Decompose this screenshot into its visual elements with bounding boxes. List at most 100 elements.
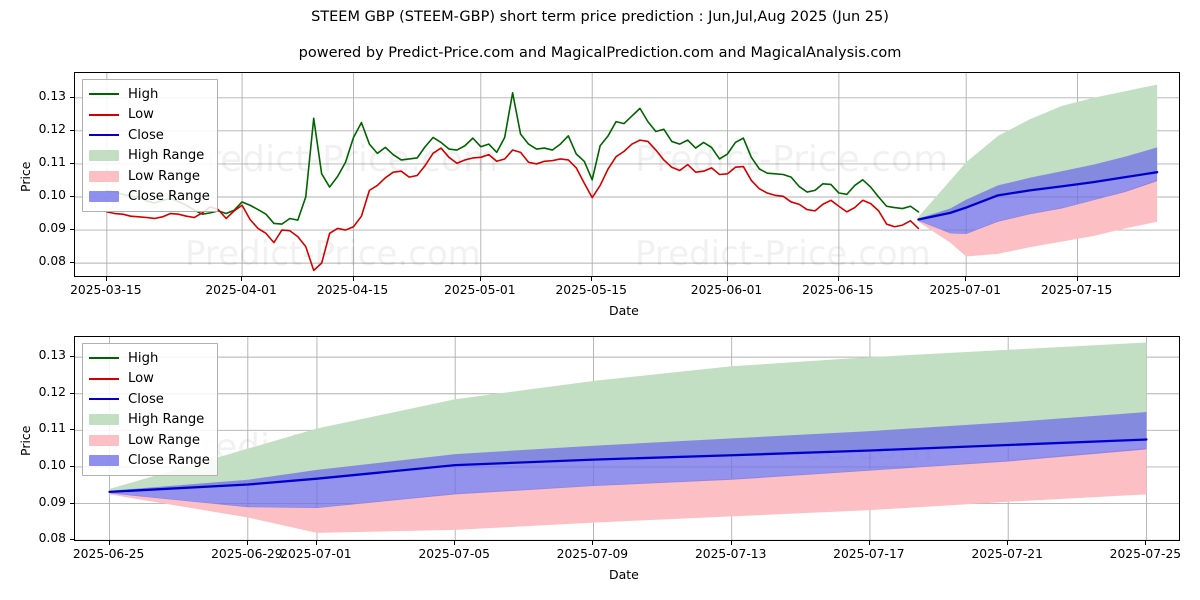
overview-legend-label: Low — [128, 107, 154, 123]
y-tick-label: 0.11 — [38, 154, 66, 169]
y-tick-mark — [70, 356, 74, 358]
legend-swatch-patch-icon — [89, 150, 119, 162]
x-tick-mark — [479, 277, 481, 281]
close-series-line — [108, 438, 1148, 493]
x-tick-label: 2025-07-09 — [556, 547, 629, 561]
legend-swatch-patch-icon — [89, 434, 119, 446]
forecast-legend-item: Low — [89, 369, 210, 390]
low-series-line — [106, 139, 920, 272]
forecast-legend-label: High Range — [128, 412, 205, 428]
x-tick-label: 2025-07-25 — [1109, 547, 1182, 561]
close-range-band — [918, 147, 1158, 235]
x-tick-mark — [108, 541, 110, 545]
legend-swatch-line-icon — [89, 113, 119, 116]
forecast-legend-item: Close Range — [89, 451, 210, 472]
x-tick-label: 2025-07-01 — [929, 283, 1001, 297]
overview-legend-label: Close Range — [128, 189, 210, 205]
x-tick-mark — [726, 277, 728, 281]
watermark-text: Predict-Price.com — [635, 234, 931, 274]
x-tick-mark — [1145, 541, 1147, 545]
y-tick-label: 0.09 — [38, 221, 66, 236]
y-tick-mark — [70, 262, 74, 264]
overview-legend-label: Close — [128, 127, 164, 143]
x-tick-mark — [241, 277, 243, 281]
x-tick-label: 2025-05-15 — [555, 283, 627, 297]
x-tick-mark — [1076, 277, 1078, 281]
x-tick-mark — [591, 277, 593, 281]
x-tick-label: 2025-06-25 — [72, 547, 145, 561]
overview-legend: High Low Close High Range Low Range Close Ran… — [82, 79, 218, 212]
x-tick-label: 2025-06-29 — [211, 547, 283, 561]
y-tick-mark — [70, 392, 74, 394]
y-tick-label: 0.13 — [38, 88, 66, 103]
page-title: STEEM GBP (STEEM-GBP) short term price p… — [311, 9, 889, 25]
x-tick-mark — [454, 541, 456, 545]
y-tick-mark — [70, 539, 74, 541]
x-tick-mark — [965, 277, 967, 281]
legend-swatch-line-icon — [89, 377, 119, 380]
x-tick-label: 2025-07-21 — [971, 547, 1043, 561]
page-subtitle: powered by Predict-Price.com and Magical… — [298, 45, 902, 61]
high-range-band — [109, 342, 1147, 492]
y-tick-label: 0.12 — [38, 384, 66, 399]
forecast-legend-label: Low — [128, 371, 154, 387]
x-tick-label: 2025-07-17 — [833, 547, 905, 561]
close-range-band — [109, 412, 1147, 508]
legend-swatch-patch-icon — [89, 414, 119, 426]
x-tick-label: 2025-06-15 — [802, 283, 874, 297]
y-tick-label: 0.11 — [38, 421, 66, 436]
y-tick-mark — [70, 196, 74, 198]
forecast-legend-item: Close — [89, 389, 210, 410]
x-tick-mark — [837, 277, 839, 281]
y-tick-label: 0.08 — [38, 254, 66, 269]
watermark-text: Predict-Price.com — [635, 139, 948, 180]
y-tick-label: 0.08 — [38, 531, 66, 546]
watermark-text: Predict-Price.com — [185, 234, 481, 274]
overview-legend-item: Close Range — [89, 187, 210, 208]
overview-legend-item: Low Range — [89, 166, 210, 187]
x-tick-mark — [352, 277, 354, 281]
x-tick-label: 2025-06-01 — [690, 283, 763, 297]
y-tick-label: 0.10 — [38, 458, 66, 472]
overview-legend-item: High — [89, 84, 210, 105]
high-range-band — [918, 84, 1158, 220]
x-tick-label: 2025-05-01 — [444, 283, 516, 297]
forecast-legend-label: Low Range — [128, 432, 200, 448]
x-tick-label: 2025-04-01 — [205, 283, 277, 297]
forecast-legend-label: High — [128, 350, 159, 366]
legend-swatch-patch-icon — [89, 455, 119, 467]
legend-swatch-patch-icon — [89, 191, 119, 203]
legend-swatch-line-icon — [89, 398, 119, 401]
y-tick-mark — [70, 96, 74, 98]
forecast-x-axis-label: Date — [609, 567, 639, 582]
x-tick-label: 2025-07-05 — [418, 547, 490, 561]
y-tick-mark — [70, 429, 74, 431]
forecast-legend: High Low Close High Range Low Range Close Ran… — [82, 343, 218, 476]
y-tick-label: 0.13 — [38, 348, 66, 363]
x-tick-label: 2025-07-13 — [694, 547, 767, 561]
overview-chart-axes: Predict-Price.com Predict-Price.com Predic… — [74, 72, 1180, 277]
x-tick-mark — [730, 541, 732, 545]
overview-legend-label: Low Range — [128, 168, 200, 184]
y-tick-mark — [70, 229, 74, 231]
y-tick-label: 0.10 — [38, 188, 66, 202]
x-tick-mark — [1007, 541, 1009, 545]
legend-swatch-line-icon — [89, 134, 119, 137]
y-tick-label: 0.09 — [38, 494, 66, 509]
forecast-legend-item: Low Range — [89, 430, 210, 451]
x-tick-mark — [592, 541, 594, 545]
x-tick-mark — [315, 541, 317, 545]
close-series-line — [917, 171, 1159, 221]
forecast-legend-item: High Range — [89, 410, 210, 431]
x-tick-label: 2025-03-15 — [70, 283, 142, 297]
overview-legend-label: High Range — [128, 148, 205, 164]
high-series-line — [106, 92, 920, 225]
forecast-legend-label: Close — [128, 391, 164, 407]
forecast-legend-item: High — [89, 348, 210, 369]
x-tick-mark — [246, 541, 248, 545]
x-tick-mark — [105, 277, 107, 281]
y-tick-label: 0.12 — [38, 121, 66, 136]
